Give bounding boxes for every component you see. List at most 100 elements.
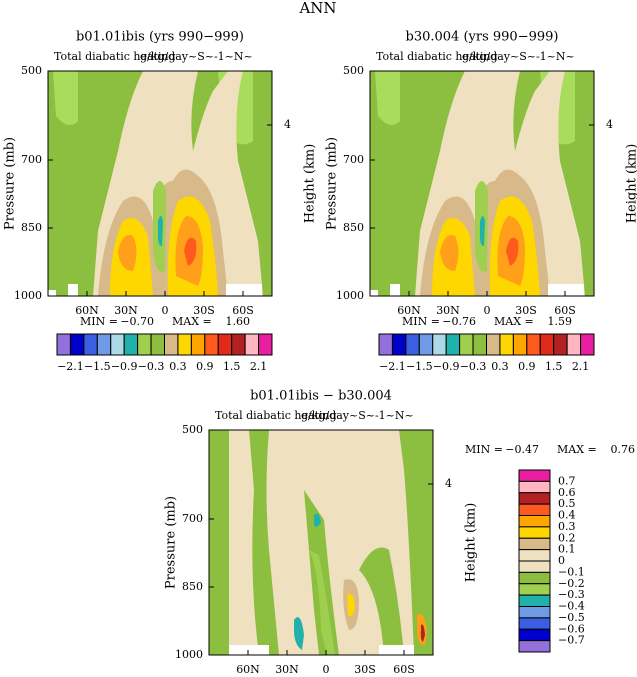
colorbar-label: −0.9: [433, 360, 460, 373]
colorbar-box: [111, 334, 124, 355]
contour-fill: [48, 290, 56, 296]
colorbar-box: [567, 334, 580, 355]
colorbar-box: [519, 618, 550, 629]
panel: b30.004 (yrs 990−999)Total diabatic heat…: [325, 30, 637, 318]
colorbar-box: [519, 470, 550, 481]
colorbar-box: [218, 334, 231, 355]
colorbar-label: 1.5: [545, 360, 563, 373]
colorbar-box: [138, 334, 151, 355]
x-tick-label: 0: [484, 304, 491, 317]
y2-tick-label: 4: [445, 477, 452, 490]
figure-title: ANN: [298, 0, 336, 17]
x-tick-label: 30N: [275, 663, 299, 673]
colorbar-box: [554, 334, 567, 355]
contour-fill: [226, 284, 262, 296]
colorbar-label: −0.3: [460, 360, 487, 373]
contour-fill: [53, 71, 78, 125]
y-tick-label: 1000: [14, 289, 42, 302]
colorbar-label: −0.9: [111, 360, 138, 373]
y-tick-label: 850: [182, 580, 203, 593]
colorbar-box: [487, 334, 500, 355]
contour-fill: [379, 645, 414, 655]
colorbar-box: [446, 334, 459, 355]
panel-units: g/kg/day~S~-1~N~: [301, 409, 414, 422]
contour-fill: [68, 284, 78, 296]
min-value: −0.47: [505, 443, 539, 456]
colorbar-label: −0.7: [558, 634, 585, 647]
contour-fill: [390, 284, 400, 296]
colorbar-box: [519, 516, 550, 527]
panel-units: g/kg/day~S~-1~N~: [462, 50, 575, 63]
y-tick-label: 1000: [336, 289, 364, 302]
colorbar-box: [519, 629, 550, 640]
y-tick-label: 500: [182, 423, 203, 436]
y-tick-label: 850: [21, 221, 42, 234]
y-tick-label: 700: [343, 153, 364, 166]
colorbar-box: [519, 538, 550, 549]
x-tick-label: 30S: [354, 663, 376, 673]
contour-fill: [209, 430, 229, 655]
colorbar-box: [581, 334, 594, 355]
y2-axis-label: Height (km): [625, 144, 637, 224]
y2-axis-label: Height (km): [464, 503, 479, 583]
colorbar-box: [165, 334, 178, 355]
colorbar-label: −2.1: [57, 360, 84, 373]
colorbar-label: −1.5: [406, 360, 433, 373]
colorbar-box: [519, 504, 550, 515]
colorbar-box: [519, 572, 550, 583]
colorbar-box: [178, 334, 191, 355]
max-value: 0.76: [611, 443, 636, 456]
y-tick-label: 700: [21, 153, 42, 166]
y-axis-label: Pressure (mb): [3, 137, 18, 230]
contour-fill: [548, 284, 584, 296]
colorbar-box: [433, 334, 446, 355]
colorbar-box: [519, 481, 550, 492]
max-value: 1.60: [226, 315, 251, 328]
y-tick-label: 500: [343, 64, 364, 77]
colorbar-box: [519, 595, 550, 606]
colorbar-box: [460, 334, 473, 355]
colorbar-box: [406, 334, 419, 355]
colorbar-box: [392, 334, 405, 355]
panel-units: g/kg/day~S~-1~N~: [140, 50, 253, 63]
panel: b01.01ibis (yrs 990−999)Total diabatic h…: [3, 30, 318, 318]
min-label: MIN =: [80, 315, 118, 328]
panel-title: b30.004 (yrs 990−999): [406, 30, 559, 45]
colorbar-box: [473, 334, 486, 355]
y2-axis-label: Height (km): [303, 144, 318, 224]
x-tick-label: 0: [323, 663, 330, 673]
colorbar-label: 0.3: [491, 360, 509, 373]
colorbar-box: [519, 607, 550, 618]
colorbar-label: −2.1: [379, 360, 406, 373]
colorbar-box: [191, 334, 204, 355]
x-tick-label: 0: [162, 304, 169, 317]
colorbar-label: −1.5: [84, 360, 111, 373]
x-tick-label: 60S: [393, 663, 415, 673]
contour-fill: [375, 71, 400, 125]
colorbar-box: [419, 334, 432, 355]
colorbar-box: [70, 334, 83, 355]
max-value: 1.59: [548, 315, 573, 328]
y-tick-label: 700: [182, 512, 203, 525]
colorbar-box: [205, 334, 218, 355]
colorbar-box: [84, 334, 97, 355]
colorbar-label: −0.3: [138, 360, 165, 373]
y-tick-label: 500: [21, 64, 42, 77]
colorbar-box: [124, 334, 137, 355]
min-label: MIN =: [465, 443, 503, 456]
min-value: −0.76: [442, 315, 476, 328]
colorbar-box: [379, 334, 392, 355]
colorbar-label: 0.9: [196, 360, 214, 373]
colorbar-box: [519, 550, 550, 561]
colorbar-box: [519, 527, 550, 538]
colorbar-box: [259, 334, 272, 355]
contour-fill: [229, 645, 269, 655]
panel-title: b01.01ibis − b30.004: [250, 389, 392, 404]
colorbar-label: 0.9: [518, 360, 536, 373]
colorbar-box: [519, 493, 550, 504]
panel-title: b01.01ibis (yrs 990−999): [76, 30, 244, 45]
colorbar-box: [540, 334, 553, 355]
max-label: MAX =: [494, 315, 534, 328]
